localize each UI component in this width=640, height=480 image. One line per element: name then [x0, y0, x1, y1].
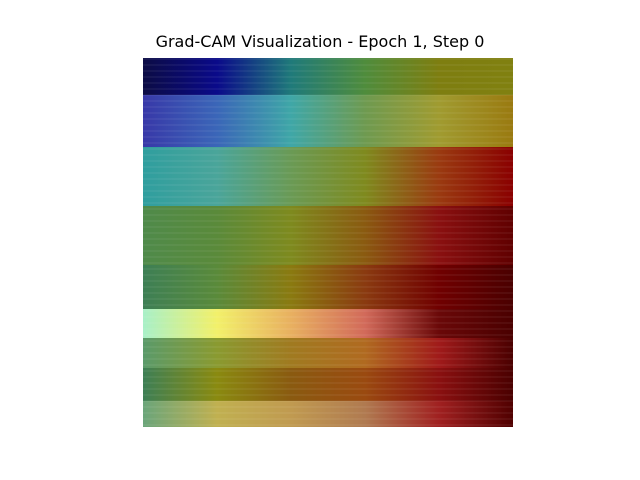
texture-stripe: [143, 418, 513, 420]
texture-stripe: [143, 340, 513, 342]
texture-stripe: [143, 166, 513, 168]
texture-stripe: [143, 142, 513, 144]
texture-stripe: [143, 112, 513, 114]
texture-stripe: [143, 250, 513, 252]
texture-stripe: [143, 352, 513, 354]
texture-stripe: [143, 268, 513, 270]
texture-stripe: [143, 226, 513, 228]
texture-stripe: [143, 76, 513, 78]
texture-stripe: [143, 406, 513, 408]
texture-stripe: [143, 280, 513, 282]
texture-stripe: [143, 214, 513, 216]
texture-stripe: [143, 334, 513, 336]
texture-stripe: [143, 262, 513, 264]
texture-stripe: [143, 400, 513, 402]
texture-stripe: [143, 160, 513, 162]
texture-stripe: [143, 88, 513, 90]
texture-stripe: [143, 64, 513, 66]
texture-stripe: [143, 274, 513, 276]
texture-stripe: [143, 220, 513, 222]
texture-stripe: [143, 70, 513, 72]
texture-stripe: [143, 358, 513, 360]
texture-stripe: [143, 388, 513, 390]
texture-stripe: [143, 322, 513, 324]
texture-stripe: [143, 370, 513, 372]
texture-stripe: [143, 94, 513, 96]
texture-stripe: [143, 100, 513, 102]
texture-stripe: [143, 310, 513, 312]
chart-title: Grad-CAM Visualization - Epoch 1, Step 0: [0, 32, 640, 52]
texture-stripe: [143, 298, 513, 300]
texture-stripe: [143, 316, 513, 318]
texture-stripe: [143, 244, 513, 246]
texture-stripe: [143, 202, 513, 204]
texture-stripe: [143, 208, 513, 210]
texture-stripe: [143, 394, 513, 396]
texture-stripe: [143, 184, 513, 186]
texture-stripe: [143, 118, 513, 120]
texture-stripe: [143, 178, 513, 180]
heatmap-canvas: [143, 58, 513, 427]
texture-stripe: [143, 106, 513, 108]
heatmap-band-7: [143, 368, 513, 402]
texture-stripe: [143, 148, 513, 150]
heatmap-band-1: [143, 95, 513, 148]
texture-stripe: [143, 424, 513, 426]
texture-stripe: [143, 190, 513, 192]
texture-stripe: [143, 232, 513, 234]
texture-stripe: [143, 412, 513, 414]
texture-stripe: [143, 172, 513, 174]
gradcam-heatmap: [143, 58, 513, 427]
texture-stripe: [143, 382, 513, 384]
texture-stripe: [143, 196, 513, 198]
texture-stripe: [143, 304, 513, 306]
texture-stripe: [143, 292, 513, 294]
texture-stripe: [143, 346, 513, 348]
texture-stripe: [143, 82, 513, 84]
texture-stripe: [143, 238, 513, 240]
texture-stripe: [143, 136, 513, 138]
texture-stripe: [143, 286, 513, 288]
texture-stripe: [143, 328, 513, 330]
texture-stripe: [143, 130, 513, 132]
texture-stripe: [143, 256, 513, 258]
texture-stripe: [143, 58, 513, 60]
texture-stripe: [143, 154, 513, 156]
texture-stripe: [143, 364, 513, 366]
texture-stripe: [143, 376, 513, 378]
texture-stripe: [143, 124, 513, 126]
